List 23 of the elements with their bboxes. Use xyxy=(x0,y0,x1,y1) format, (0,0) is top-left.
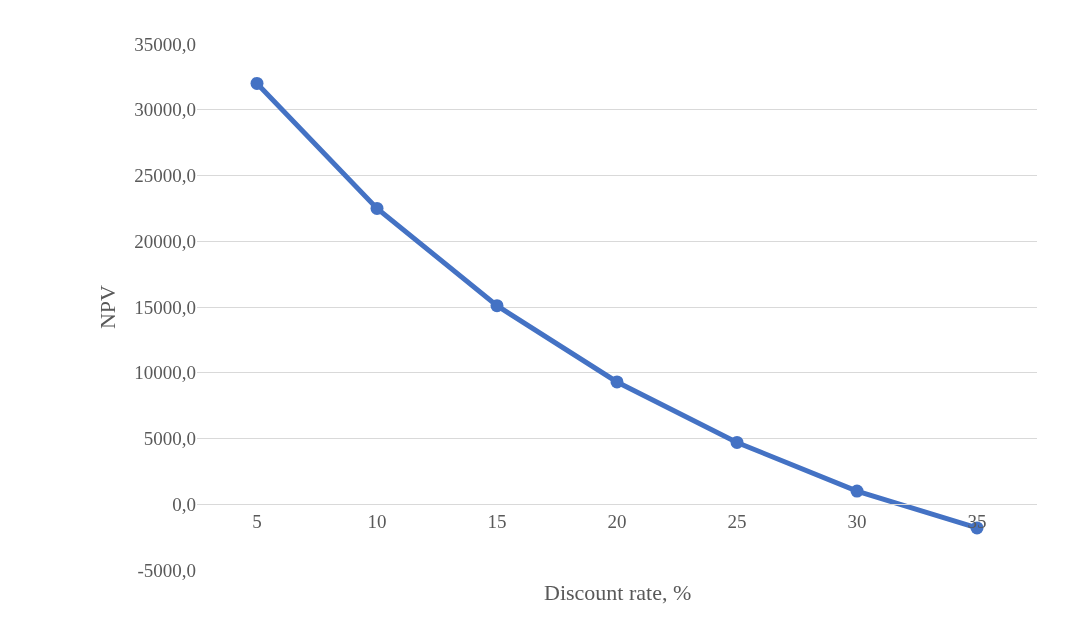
y-tick-label: 15000,0 xyxy=(134,296,196,318)
y-tick-label: 35000,0 xyxy=(134,33,196,55)
y-tick-label: 10000,0 xyxy=(134,362,196,384)
x-tick-label: 15 xyxy=(487,511,507,533)
y-tick-label: 30000,0 xyxy=(134,99,196,121)
y-tick-label: -5000,0 xyxy=(137,559,196,581)
y-tick-label: 5000,0 xyxy=(143,428,196,450)
point xyxy=(610,375,624,389)
point xyxy=(370,201,384,215)
y-tick-label: 25000,0 xyxy=(134,165,196,187)
x-tick-label: 5 xyxy=(252,511,262,533)
x-axis-title: Discount rate, % xyxy=(544,580,692,605)
point xyxy=(850,484,864,498)
x-tick-label: 10 xyxy=(367,511,387,533)
y-tick-label: 20000,0 xyxy=(134,230,196,252)
point xyxy=(490,299,504,313)
point xyxy=(730,435,744,449)
x-tick-label: 25 xyxy=(727,511,747,533)
y-tick-label: 0,0 xyxy=(172,493,196,515)
y-axis-title: NPV xyxy=(95,284,121,330)
x-tick-label: 20 xyxy=(607,511,627,533)
x-tick-label: 30 xyxy=(847,511,867,533)
point xyxy=(250,76,264,90)
